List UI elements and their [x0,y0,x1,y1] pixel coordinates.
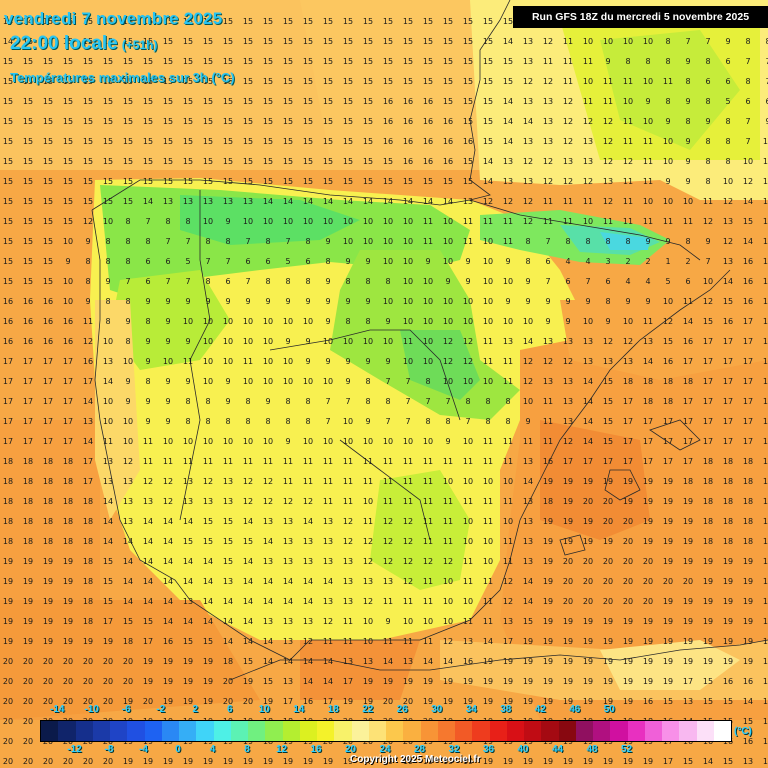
legend-swatch [265,721,282,741]
legend-swatch [403,721,420,741]
legend-tick-label: -4 [139,744,148,755]
legend-swatch [76,721,93,741]
legend-tick-label: 30 [431,704,442,715]
legend-tick-label: 8 [244,744,250,755]
legend-tick-label: -12 [67,744,81,755]
legend-tick-label: 42 [535,704,546,715]
legend-tick-label: 16 [310,744,321,755]
legend-swatch [196,721,213,741]
legend-tick-label: 34 [466,704,477,715]
forecast-date: vendredi 7 novembre 2025 [4,9,222,29]
legend-swatch [455,721,472,741]
forecast-time: 22:00 locale (+51h) [10,33,157,55]
product-title: Températures maximales sur 3h (°C) [10,70,235,85]
forecast-local-time: 22:00 locale [10,33,118,54]
legend-tick-label: -8 [105,744,114,755]
weather-map: 1414151515151515151515151515151515151515… [0,0,768,768]
legend-swatch [352,721,369,741]
legend-swatch [162,721,179,741]
legend-swatch [559,721,576,741]
legend-tick-label: 22 [362,704,373,715]
legend-swatch [110,721,127,741]
legend-tick-label: 52 [621,744,632,755]
legend-swatch [645,721,662,741]
legend-tick-label: 10 [259,704,270,715]
legend-tick-label: -2 [156,704,165,715]
legend-swatch [369,721,386,741]
legend-swatch [541,721,558,741]
legend-swatch [593,721,610,741]
model-run-info: Run GFS 18Z du mercredi 5 novembre 2025 [513,6,768,28]
legend-tick-label: 38 [500,704,511,715]
legend-tick-label: -14 [50,704,64,715]
temperature-field [0,0,768,768]
color-scale-legend [40,720,732,742]
legend-tick-label: 0 [175,744,181,755]
legend-swatch [334,721,351,741]
legend-tick-label: 12 [276,744,287,755]
legend-tick-label: 2 [192,704,198,715]
legend-swatch [507,721,524,741]
legend-top-labels: -14-10-6-2261014182226303438424650 [0,704,768,718]
legend-swatch [231,721,248,741]
legend-swatch [490,721,507,741]
legend-swatch [472,721,489,741]
legend-swatch [576,721,593,741]
legend-tick-label: 50 [604,704,615,715]
legend-tick-label: 18 [328,704,339,715]
legend-swatch [41,721,58,741]
legend-swatch [421,721,438,741]
lead-time: (+51h) [122,38,158,52]
legend-tick-label: 14 [293,704,304,715]
legend-tick-label: 40 [517,744,528,755]
legend-swatch [300,721,317,741]
legend-unit: (°C) [734,726,752,737]
legend-swatch [438,721,455,741]
legend-swatch [610,721,627,741]
legend-swatch [145,721,162,741]
legend-tick-label: 6 [227,704,233,715]
legend-tick-label: 44 [552,744,563,755]
legend-swatch [58,721,75,741]
legend-swatch [179,721,196,741]
legend-tick-label: -6 [122,704,131,715]
legend-swatch [248,721,265,741]
legend-swatch [662,721,679,741]
legend-tick-label: 48 [586,744,597,755]
legend-tick-label: 46 [569,704,580,715]
legend-tick-label: 26 [397,704,408,715]
legend-tick-label: -10 [85,704,99,715]
legend-swatch [714,721,731,741]
legend-swatch [524,721,541,741]
legend-swatch [283,721,300,741]
legend-tick-label: 36 [483,744,494,755]
legend-swatch [127,721,144,741]
copyright: Copyright 2025 Meteociel.fr [350,754,481,765]
legend-swatch [386,721,403,741]
legend-swatch [214,721,231,741]
legend-swatch [93,721,110,741]
legend-swatch [628,721,645,741]
legend-swatch [317,721,334,741]
legend-swatch [679,721,696,741]
legend-swatch [697,721,714,741]
legend-tick-label: 4 [210,744,216,755]
